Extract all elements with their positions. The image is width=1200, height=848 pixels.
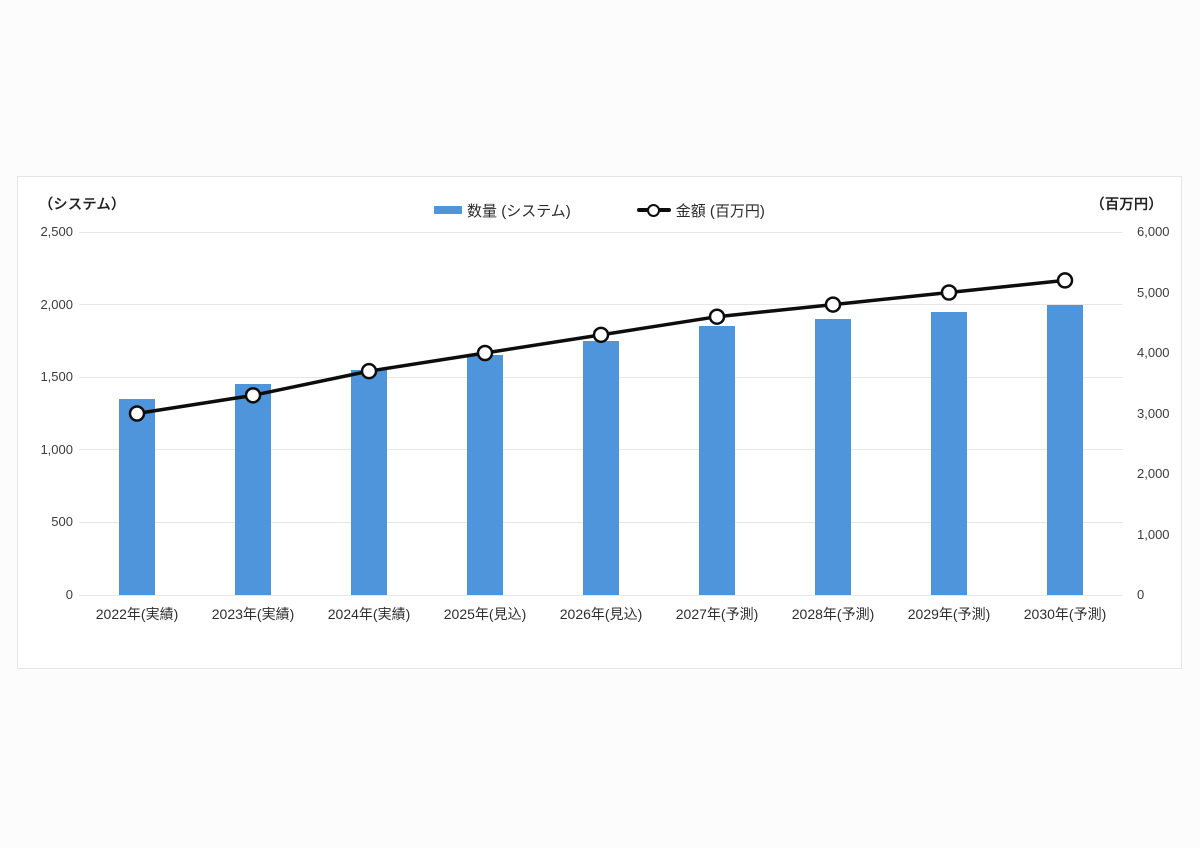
x-axis-label: 2030年(予測): [1023, 606, 1107, 622]
x-axis-label: 2026年(見込): [559, 606, 643, 622]
bar-series-swatch-icon: [434, 206, 463, 214]
line-marker-point: [824, 296, 842, 313]
line-marker-point: [128, 405, 146, 422]
x-axis-label: 2022年(実績): [95, 606, 179, 622]
x-axis-label: 2029年(予測): [907, 606, 991, 622]
left-axis-tick-label: 2,500: [40, 224, 73, 239]
right-axis-tick-label: 2,000: [1137, 466, 1170, 481]
line-series-marker-icon: [636, 202, 671, 218]
x-axis-label: 2027年(予測): [675, 606, 759, 622]
line-marker-point: [592, 326, 610, 344]
bar-2023年(実績): [235, 384, 271, 595]
left-axis-tick-label: 2,000: [40, 296, 73, 312]
right-axis-tick-label: 4,000: [1137, 345, 1170, 360]
legend-item-amount: 金額 (百万円): [636, 200, 765, 221]
right-axis-tick-label: 5,000: [1137, 284, 1170, 300]
line-marker-point: [476, 344, 494, 362]
left-axis-tick-label: 0: [65, 587, 73, 602]
gridline: [79, 231, 1123, 233]
line-marker-point: [1056, 272, 1074, 289]
amount-line-series: [128, 272, 1074, 422]
right-axis-tick-label: 6,000: [1137, 224, 1170, 239]
line-marker-point: [360, 362, 378, 380]
left-axis-tick-label: 1,500: [40, 369, 73, 385]
legend-label-quantity: 数量 (システム): [467, 202, 571, 220]
x-axis-label: 2023年(実績): [211, 606, 295, 622]
x-axis-label: 2024年(実績): [327, 606, 411, 622]
bar-2026年(見込): [583, 340, 619, 595]
legend-item-quantity: 数量 (システム): [434, 200, 571, 221]
line-marker-point: [708, 308, 726, 325]
line-marker-point: [244, 387, 262, 404]
right-axis-tick-label: 0: [1137, 587, 1145, 602]
bar-2028年(予測): [815, 319, 851, 595]
line-path: [135, 278, 1067, 416]
right-axis-tick-label: 3,000: [1137, 405, 1170, 421]
chart-legend: 数量 (システム) 金額 (百万円): [18, 199, 1181, 221]
bar-2025年(見込): [467, 355, 503, 595]
legend-label-amount: 金額 (百万円): [675, 202, 765, 220]
chart-card: （システム） （百万円） 数量 (システム) 金額 (百万円) 0 500 1,00…: [17, 176, 1182, 669]
bar-2027年(予測): [699, 326, 735, 595]
x-axis-label: 2028年(予測): [791, 606, 875, 622]
bar-2022年(実績): [119, 398, 155, 595]
x-axis-label: 2025年(見込): [443, 606, 527, 622]
left-axis-tick-label: 1,000: [40, 441, 73, 457]
bar-2029年(予測): [931, 311, 967, 595]
plot-area: [79, 231, 1123, 596]
line-marker-point: [940, 284, 958, 301]
right-axis-tick-label: 1,000: [1137, 526, 1170, 542]
bar-2030年(予測): [1047, 304, 1083, 595]
left-axis-title: （システム）: [39, 196, 126, 212]
gridline: [79, 304, 1123, 306]
right-axis-title: （百万円）: [1090, 196, 1163, 212]
bar-2024年(実績): [351, 369, 387, 595]
gridline: [79, 594, 1123, 596]
left-axis-tick-label: 500: [51, 514, 73, 530]
